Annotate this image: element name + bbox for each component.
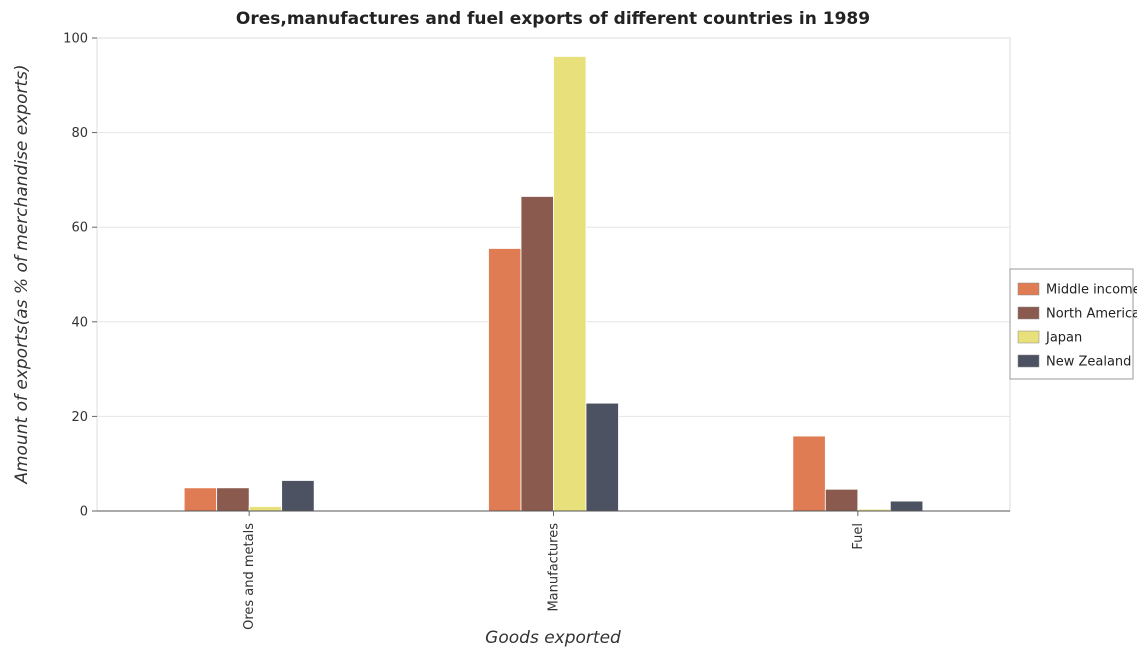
x-axis-ticks: Ores and metals Manufactures Fuel xyxy=(97,510,1010,630)
x-axis-label: Goods exported xyxy=(485,628,621,648)
bar-japan-manufactures xyxy=(553,56,587,512)
bars xyxy=(183,56,924,512)
legend-label: New Zealand xyxy=(1046,355,1131,370)
plot-area: 0 20 40 60 80 100 Ores and metals Manufactures… xyxy=(63,32,1011,630)
y-axis-label: Amount of exports(as % of merchandise ex… xyxy=(12,64,32,484)
legend-swatch xyxy=(1017,354,1040,368)
y-tick-label: 0 xyxy=(80,505,88,520)
legend-swatch xyxy=(1017,282,1040,296)
bar-middle-income-ores-and-metals xyxy=(183,487,218,512)
y-tick-label: 80 xyxy=(71,126,88,141)
y-tick-label: 60 xyxy=(71,221,88,236)
bar-new-zealand-manufactures xyxy=(585,402,619,512)
bar-japan-ores-and-metals xyxy=(248,506,283,512)
y-tick-label: 40 xyxy=(71,315,88,330)
x-tick-label: Fuel xyxy=(851,523,866,550)
legend-label: Japan xyxy=(1045,331,1082,346)
legend-label: Middle income xyxy=(1046,283,1137,298)
legend: Middle income North America Japan New Zeala… xyxy=(1009,268,1137,380)
x-tick-label: Manufactures xyxy=(547,523,562,612)
bar-middle-income-manufactures xyxy=(488,248,522,512)
legend-swatch xyxy=(1017,306,1040,320)
legend-label: North America xyxy=(1046,307,1137,322)
bar-north-america-ores-and-metals xyxy=(216,487,250,512)
bar-north-america-manufactures xyxy=(520,196,554,512)
bar-new-zealand-fuel xyxy=(889,500,924,512)
bar-north-america-fuel xyxy=(824,488,859,512)
y-tick-label: 100 xyxy=(63,32,88,47)
bar-new-zealand-ores-and-metals xyxy=(281,480,315,512)
x-tick-label: Ores and metals xyxy=(242,523,257,630)
chart-title: Ores,manufactures and fuel exports of di… xyxy=(236,9,870,29)
y-tick-label: 20 xyxy=(71,410,88,425)
bar-middle-income-fuel xyxy=(792,435,826,512)
y-axis-ticks: 0 20 40 60 80 100 xyxy=(63,32,97,520)
legend-swatch xyxy=(1017,330,1040,344)
